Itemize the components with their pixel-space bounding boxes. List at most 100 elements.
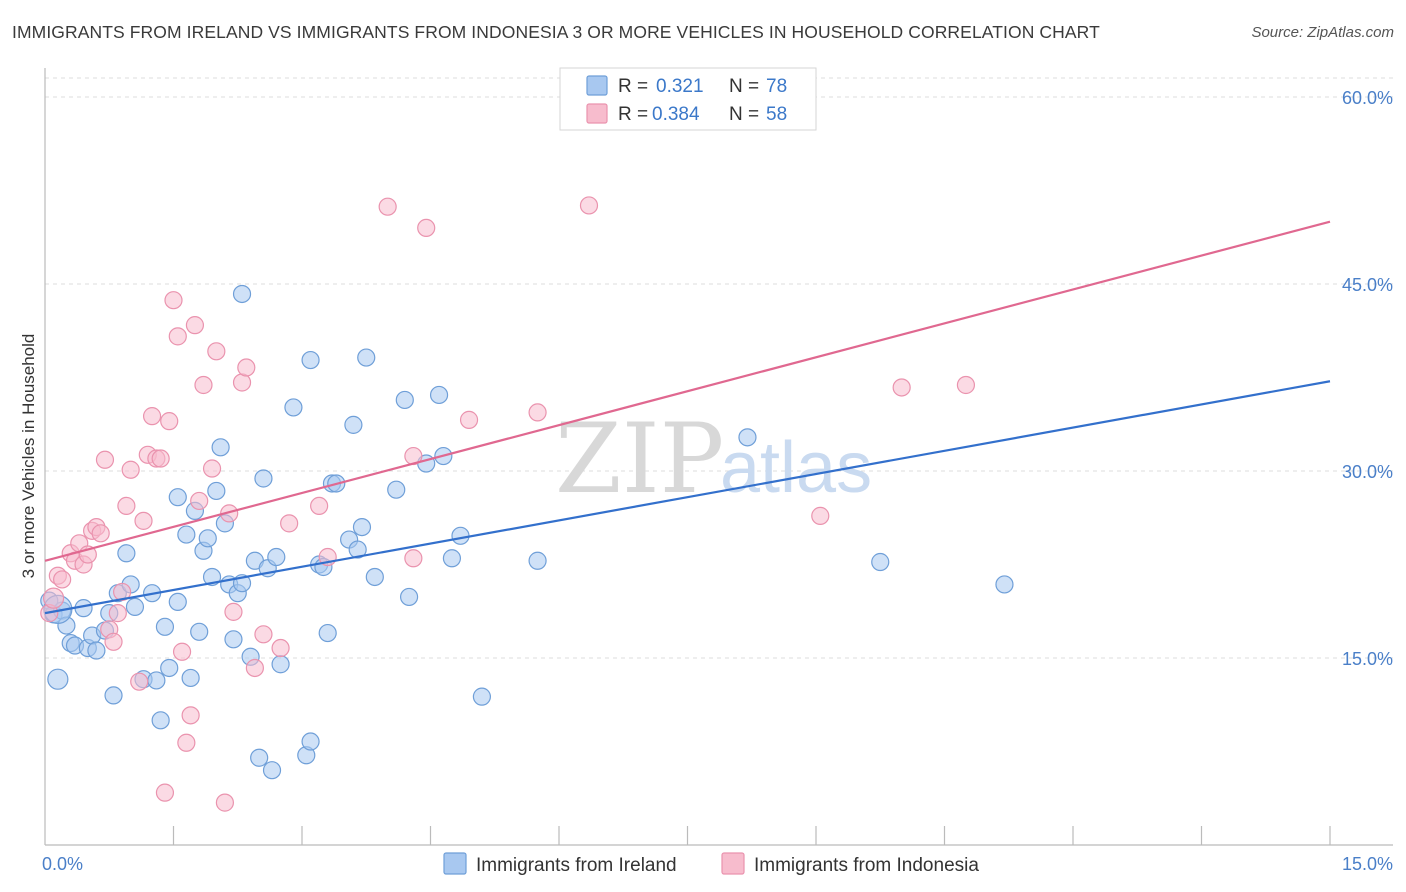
point-ireland (125, 597, 145, 616)
bottom-legend: Immigrants from Ireland Immigrants from … (443, 852, 979, 876)
x-tick-label: 0.0% (42, 854, 83, 874)
point-ireland (271, 655, 290, 674)
point-ireland (198, 529, 217, 548)
point-ireland (284, 398, 303, 417)
x-tick-label: 15.0% (1342, 854, 1393, 874)
point-ireland (254, 469, 273, 488)
y-tick-label: 30.0% (1342, 462, 1393, 482)
point-indonesia (417, 218, 436, 237)
y-tick-label: 45.0% (1342, 275, 1393, 295)
point-ireland (318, 623, 337, 643)
point-ireland (262, 761, 282, 780)
point-indonesia (404, 549, 423, 568)
point-indonesia (528, 403, 547, 422)
point-indonesia (53, 570, 72, 589)
watermark: ZIP atlas (555, 403, 872, 515)
point-ireland (344, 415, 363, 434)
point-indonesia (117, 496, 136, 516)
legend-n-label-ireland: N = (729, 76, 759, 97)
point-indonesia (215, 793, 234, 812)
point-indonesia (108, 604, 127, 623)
point-ireland (177, 525, 196, 544)
point-ireland (387, 480, 406, 499)
point-indonesia (245, 658, 264, 678)
point-indonesia (378, 197, 397, 216)
legend-r-label-ireland: R = (618, 76, 648, 97)
point-ireland (160, 658, 179, 678)
point-ireland (190, 622, 209, 641)
point-indonesia (142, 407, 162, 426)
point-ireland (301, 350, 320, 370)
trend-line-indonesia (44, 220, 1331, 562)
trend-layer (44, 220, 1331, 615)
y-axis-label: 3 or more Vehicles in Household (19, 334, 38, 579)
point-indonesia (151, 449, 170, 468)
bottom-legend-label-ireland: Immigrants from Ireland (476, 855, 677, 876)
point-indonesia (134, 511, 153, 530)
point-indonesia (459, 410, 479, 429)
chart-title: IMMIGRANTS FROM IRELAND VS IMMIGRANTS FR… (12, 22, 1100, 42)
point-indonesia (232, 373, 252, 392)
point-ireland (352, 517, 372, 537)
point-indonesia (130, 672, 149, 691)
point-indonesia (104, 632, 123, 651)
point-indonesia (95, 450, 115, 469)
point-ireland (250, 748, 269, 767)
point-indonesia (271, 638, 290, 658)
point-ireland (399, 587, 419, 607)
point-ireland (451, 526, 470, 545)
point-indonesia (160, 412, 179, 431)
point-ireland (151, 711, 170, 730)
legend-r-label-indonesia: R = (618, 104, 648, 125)
point-indonesia (202, 459, 222, 478)
point-ireland (357, 348, 376, 367)
point-indonesia (121, 460, 140, 479)
point-indonesia (177, 733, 196, 752)
point-ireland (442, 549, 462, 568)
point-ireland (207, 481, 226, 501)
series-ireland-points (40, 284, 1014, 780)
point-indonesia (237, 358, 256, 377)
point-indonesia (956, 375, 976, 395)
y-tick-label: 60.0% (1342, 88, 1393, 108)
legend-r-value-indonesia: 0.384 (652, 104, 700, 125)
point-ireland (528, 551, 547, 570)
point-indonesia (164, 291, 183, 310)
point-ireland (365, 567, 384, 587)
ticks-layer: 15.0% 30.0% 45.0% 60.0% 0.0% 15.0% (42, 88, 1393, 874)
point-ireland (87, 641, 106, 660)
point-indonesia (207, 342, 226, 361)
series-indonesia-points (40, 196, 976, 812)
point-ireland (155, 617, 175, 636)
point-indonesia (194, 375, 213, 395)
bottom-legend-swatch-indonesia (721, 852, 745, 875)
point-indonesia (190, 491, 209, 511)
point-ireland (395, 390, 414, 410)
point-ireland (995, 575, 1014, 594)
point-ireland (168, 488, 187, 507)
chart-source: Source: ZipAtlas.com (1251, 24, 1394, 41)
point-indonesia (91, 524, 110, 543)
y-tick-label: 15.0% (1342, 649, 1393, 669)
legend-swatch-indonesia (586, 103, 608, 124)
point-ireland (301, 732, 320, 751)
point-ireland (738, 428, 757, 447)
point-indonesia (310, 496, 329, 516)
point-ireland (211, 438, 230, 457)
point-ireland (472, 687, 491, 706)
point-ireland (104, 686, 123, 705)
point-ireland (117, 544, 136, 563)
point-ireland (267, 547, 286, 567)
point-ireland (232, 284, 252, 304)
legend-r-value-ireland: 0.321 (656, 76, 704, 97)
legend-swatch-ireland (586, 75, 608, 96)
point-ireland (181, 668, 200, 688)
legend-n-value-ireland: 78 (766, 76, 787, 97)
point-indonesia (892, 378, 911, 397)
point-ireland (224, 630, 243, 649)
bottom-legend-swatch-ireland (443, 852, 467, 875)
legend-n-value-indonesia: 58 (766, 104, 787, 125)
point-indonesia (172, 642, 192, 661)
point-ireland (871, 552, 890, 572)
